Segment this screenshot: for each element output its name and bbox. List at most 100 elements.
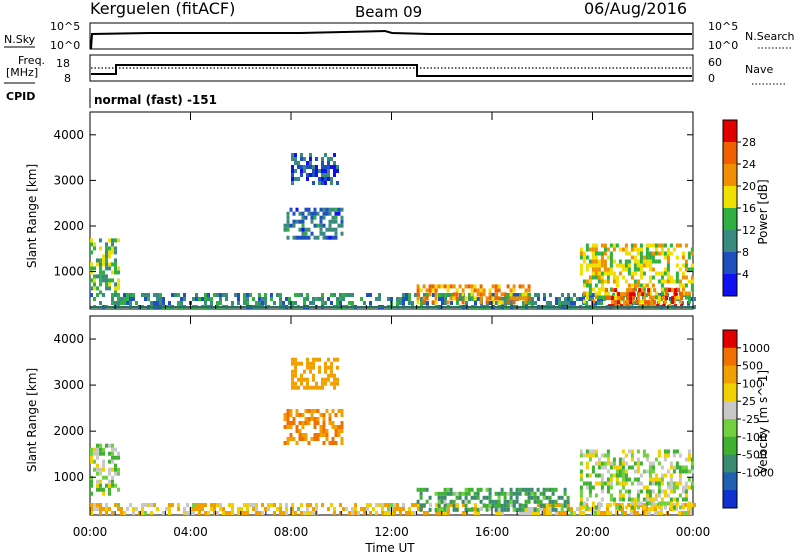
power-cell (606, 271, 610, 276)
velocity-cell (279, 511, 282, 515)
power-cell (450, 301, 453, 305)
program-label: normal (fast) -151 (94, 93, 217, 107)
power-cell (114, 262, 117, 267)
velocity-cell (588, 485, 592, 490)
velocity-cell (452, 503, 456, 508)
velocity-cell (393, 507, 396, 511)
power-cell (321, 297, 324, 301)
ytick-label: 4000 (53, 128, 84, 142)
velocity-cell (690, 485, 694, 490)
power-cell (313, 223, 317, 228)
colorbar-segment (723, 330, 737, 349)
power-cell (678, 243, 682, 248)
power-cell (441, 301, 444, 305)
velocity-cell (657, 485, 661, 490)
velocity-cell (600, 461, 604, 466)
velocity-cell (609, 493, 613, 498)
velocity-cell (609, 473, 613, 478)
velocity-cell (192, 507, 195, 511)
velocity-cell (186, 511, 189, 515)
velocity-cell (117, 471, 120, 476)
velocity-cell (548, 495, 552, 500)
power-cell (294, 161, 297, 165)
power-cell (603, 279, 607, 284)
power-cell (462, 297, 465, 301)
velocity-cell (255, 511, 258, 515)
power-cell (450, 293, 453, 297)
velocity-cell (494, 499, 498, 504)
velocity-cell (443, 503, 447, 508)
power-cell (455, 292, 459, 297)
power-cell (315, 169, 318, 173)
velocity-cell (518, 507, 522, 512)
power-cell (322, 215, 326, 220)
power-cell (662, 296, 666, 301)
power-cell (672, 295, 676, 300)
power-cell (300, 157, 303, 161)
velocity-cell (681, 503, 684, 507)
velocity-cell (618, 505, 622, 510)
velocity-cell (591, 465, 595, 470)
velocity-cell (357, 511, 360, 515)
velocity-cell (467, 491, 471, 496)
power-cell (534, 293, 537, 297)
velocity-cell (681, 511, 684, 515)
power-region (291, 153, 339, 185)
power-cell (99, 290, 102, 295)
velocity-cell (594, 505, 598, 510)
velocity-cell (183, 511, 186, 515)
power-cell (654, 271, 658, 276)
power-cell (258, 293, 261, 297)
power-cell (93, 278, 96, 283)
velocity-cell (366, 507, 369, 511)
velocity-cell (99, 451, 102, 456)
velocity-cell (630, 457, 634, 462)
colorbar-tick-label: 4 (742, 268, 749, 281)
power-cell (222, 293, 225, 297)
velocity-cell (657, 493, 661, 498)
velocity-cell (340, 429, 344, 433)
power-cell (657, 293, 660, 297)
velocity-cell (548, 499, 552, 504)
power-cell (114, 290, 117, 295)
power-cell (243, 293, 246, 297)
power-cell (313, 235, 317, 240)
velocity-cell (213, 507, 216, 511)
power-cell (369, 301, 372, 305)
velocity-cell (600, 511, 603, 515)
power-cell (324, 165, 327, 169)
power-cell (488, 292, 492, 297)
velocity-cell (678, 465, 682, 470)
velocity-cell (606, 477, 610, 482)
power-cell (639, 283, 643, 288)
velocity-cell (639, 473, 643, 478)
velocity-cell (672, 489, 676, 494)
power-cell (615, 263, 619, 268)
velocity-cell (497, 491, 501, 496)
power-region (283, 207, 344, 240)
power-cell (387, 297, 390, 301)
velocity-cell (525, 507, 528, 511)
velocity-cell (642, 449, 646, 454)
power-cell (322, 223, 326, 228)
velocity-cell (654, 507, 657, 511)
power-cell (99, 301, 102, 305)
velocity-cell (549, 503, 552, 507)
power-cell (531, 297, 534, 301)
power-cell (585, 283, 589, 288)
velocity-cell (651, 477, 655, 482)
power-cell (301, 211, 305, 216)
power-cell (114, 301, 117, 305)
power-cell (99, 282, 102, 287)
velocity-cell (687, 505, 691, 510)
power-cell (120, 301, 123, 305)
power-cell (216, 301, 219, 305)
power-cell (249, 293, 252, 297)
velocity-cell (440, 491, 444, 496)
power-cell (318, 297, 321, 301)
power-cell (282, 301, 285, 305)
power-cell (312, 169, 315, 173)
power-cell (693, 297, 696, 301)
power-cell (546, 301, 549, 305)
velocity-cell (318, 369, 321, 374)
